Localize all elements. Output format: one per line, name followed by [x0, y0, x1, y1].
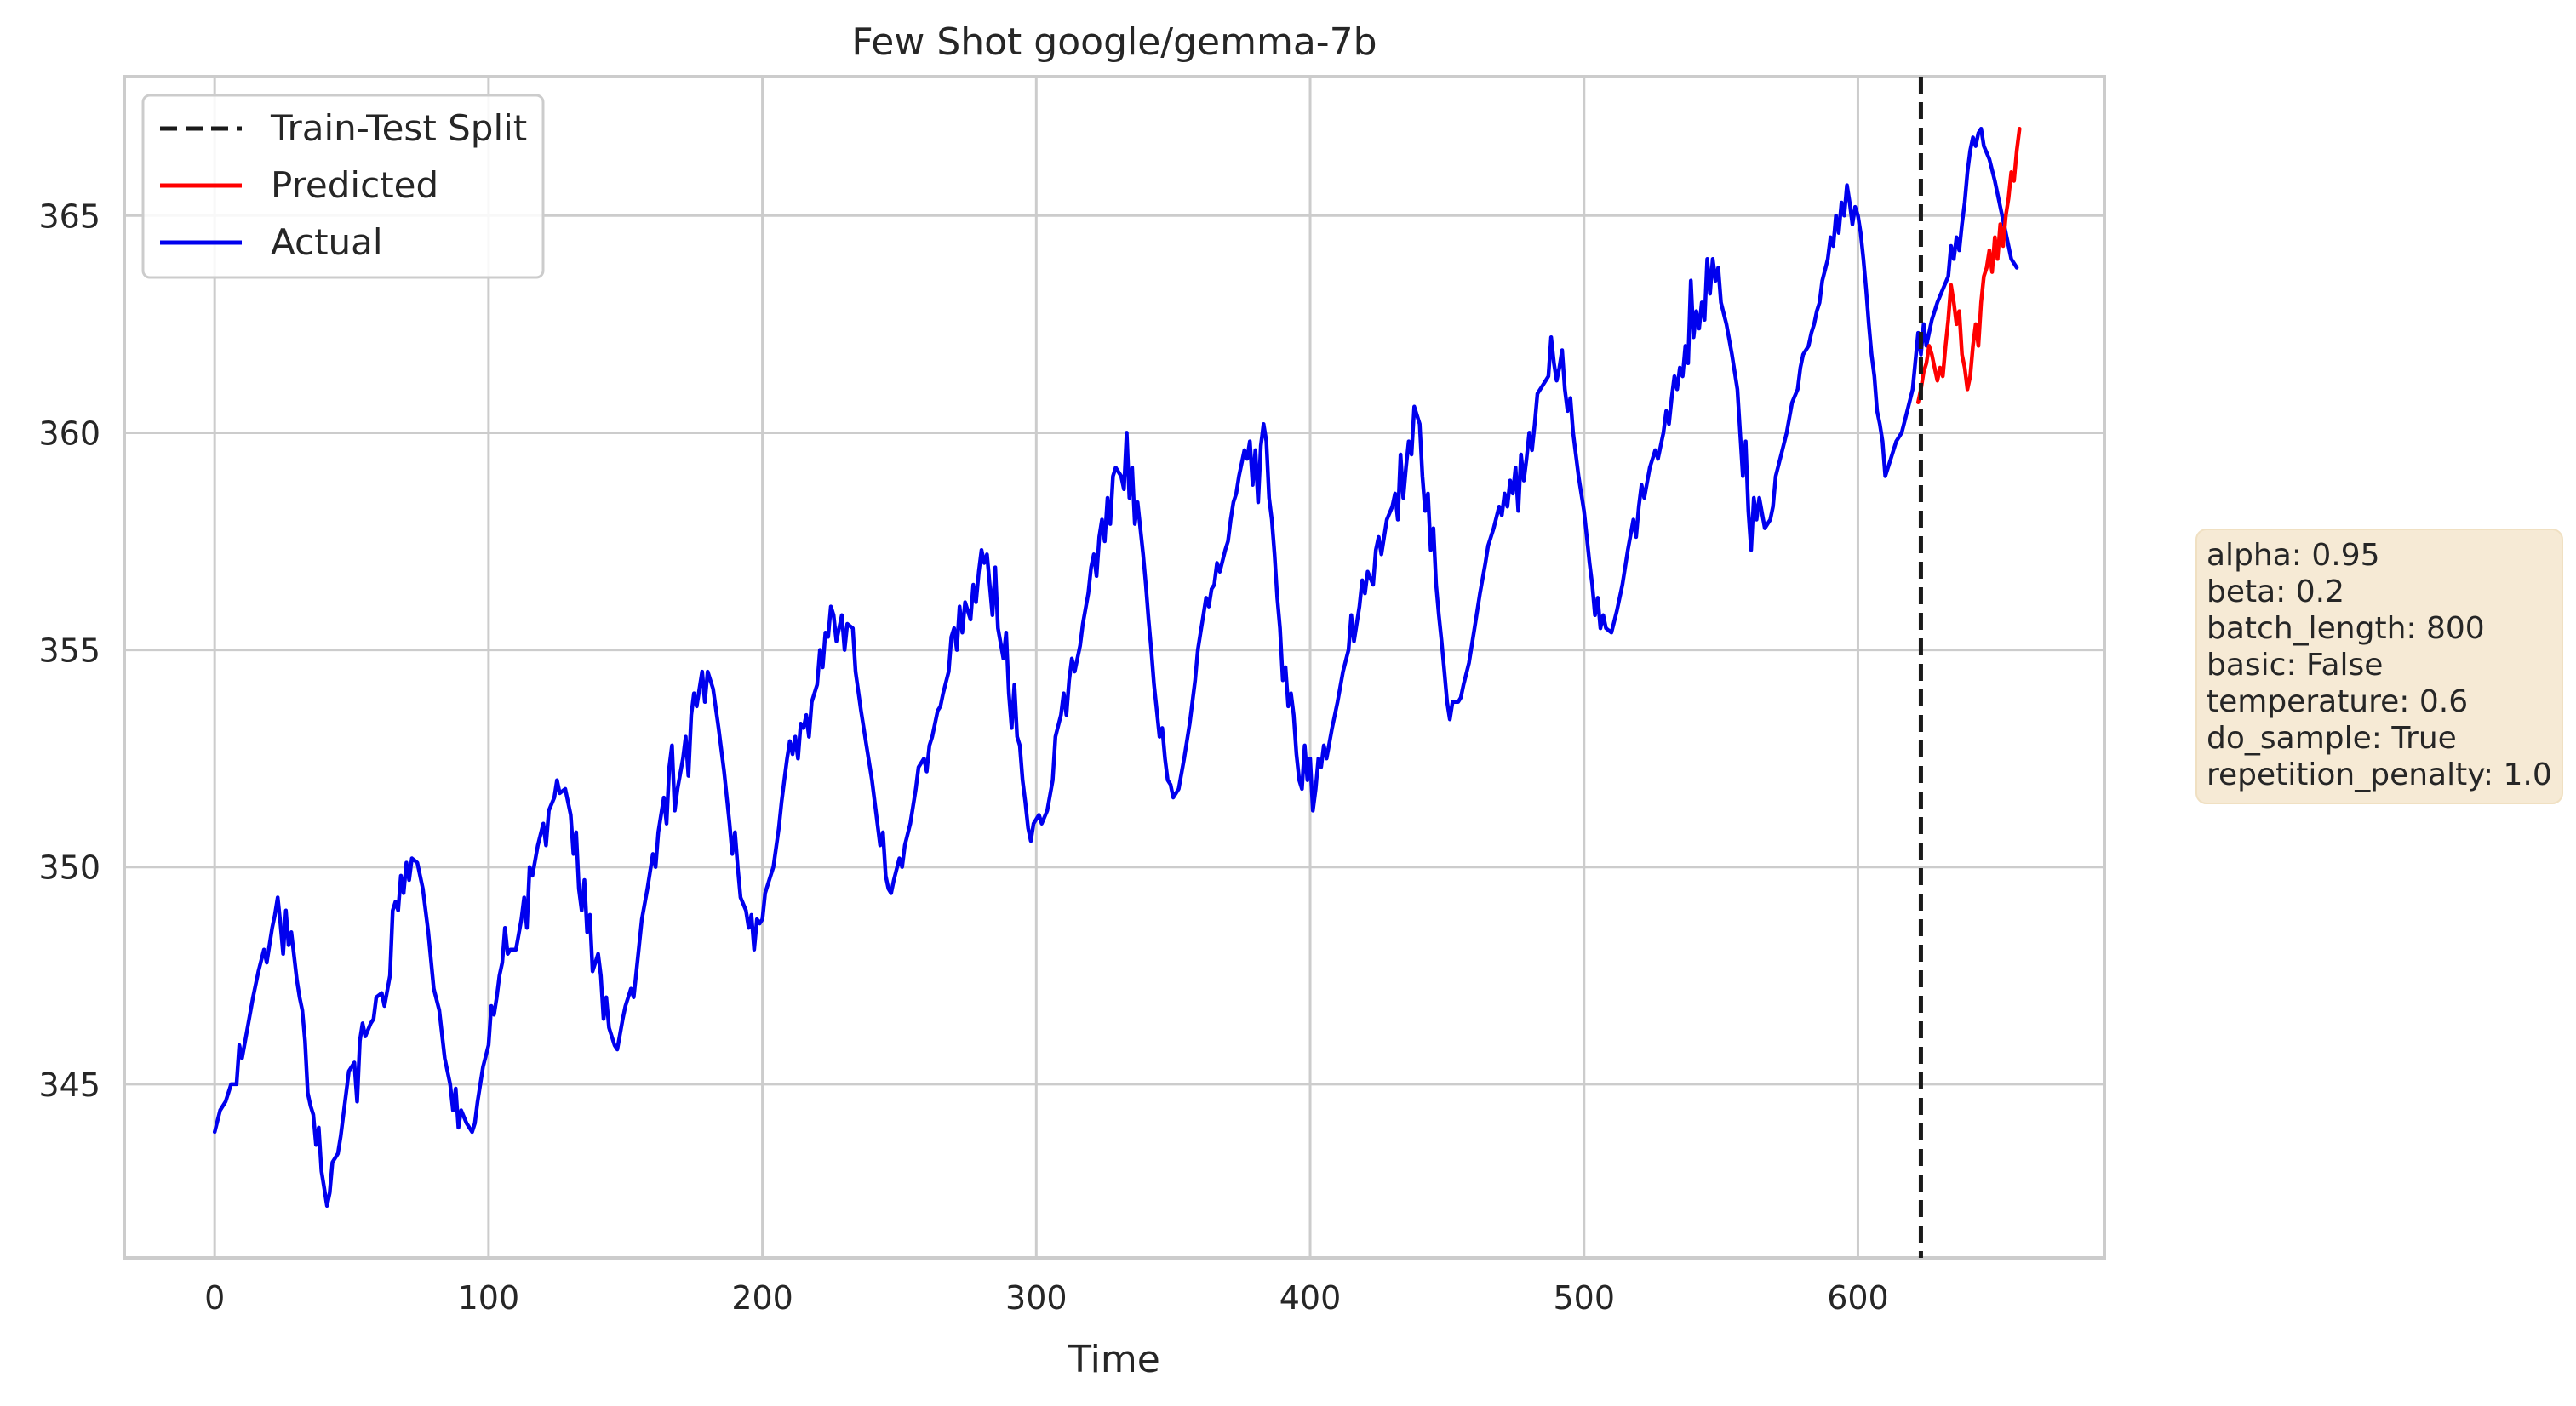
x-tick-label: 500	[1553, 1279, 1615, 1317]
param-batch-length: batch_length: 800	[2207, 611, 2485, 646]
x-tick-label: 300	[1005, 1279, 1068, 1317]
y-tick-label: 365	[38, 197, 100, 235]
x-tick-label: 400	[1279, 1279, 1342, 1317]
param-beta: beta: 0.2	[2207, 574, 2344, 609]
legend-label-actual: Actual	[271, 221, 383, 263]
plot-frame	[123, 75, 2106, 1260]
legend-label-split: Train-Test Split	[270, 107, 527, 149]
plot-area	[123, 75, 2106, 1260]
y-tick-label: 355	[38, 632, 100, 670]
param-repetition-penalty: repetition_penalty: 1.0	[2207, 757, 2552, 792]
chart-title: Few Shot google/gemma-7b	[851, 20, 1377, 64]
y-tick-label: 360	[38, 414, 100, 452]
x-tick-label: 600	[1827, 1279, 1889, 1317]
grid-layer	[124, 77, 2104, 1258]
param-basic: basic: False	[2207, 648, 2383, 683]
legend: Train-Test Split Predicted Actual	[141, 94, 545, 279]
series-line-actual	[212, 126, 2019, 1209]
x-tick-label: 100	[458, 1279, 520, 1317]
param-do-sample: do_sample: True	[2207, 721, 2457, 756]
y-tick-label: 345	[38, 1066, 100, 1104]
legend-box	[141, 94, 545, 279]
series-line-predicted	[1915, 126, 2022, 404]
param-alpha: alpha: 0.95	[2207, 538, 2380, 573]
y-tick-labels: 345 350 355 360 365	[38, 197, 100, 1104]
x-tick-label: 200	[731, 1279, 793, 1317]
x-tick-label: 0	[204, 1279, 225, 1317]
x-axis-label: Time	[1068, 1338, 1160, 1381]
params-box: alpha: 0.95 beta: 0.2 batch_length: 800 …	[2195, 529, 2563, 804]
param-temperature: temperature: 0.6	[2207, 684, 2468, 719]
y-tick-label: 350	[38, 849, 100, 887]
series-layer	[212, 126, 2022, 1209]
legend-label-predicted: Predicted	[271, 164, 438, 206]
params-box-background	[2195, 529, 2563, 804]
x-tick-labels: 0 100 200 300 400 500 600	[204, 1279, 1889, 1317]
